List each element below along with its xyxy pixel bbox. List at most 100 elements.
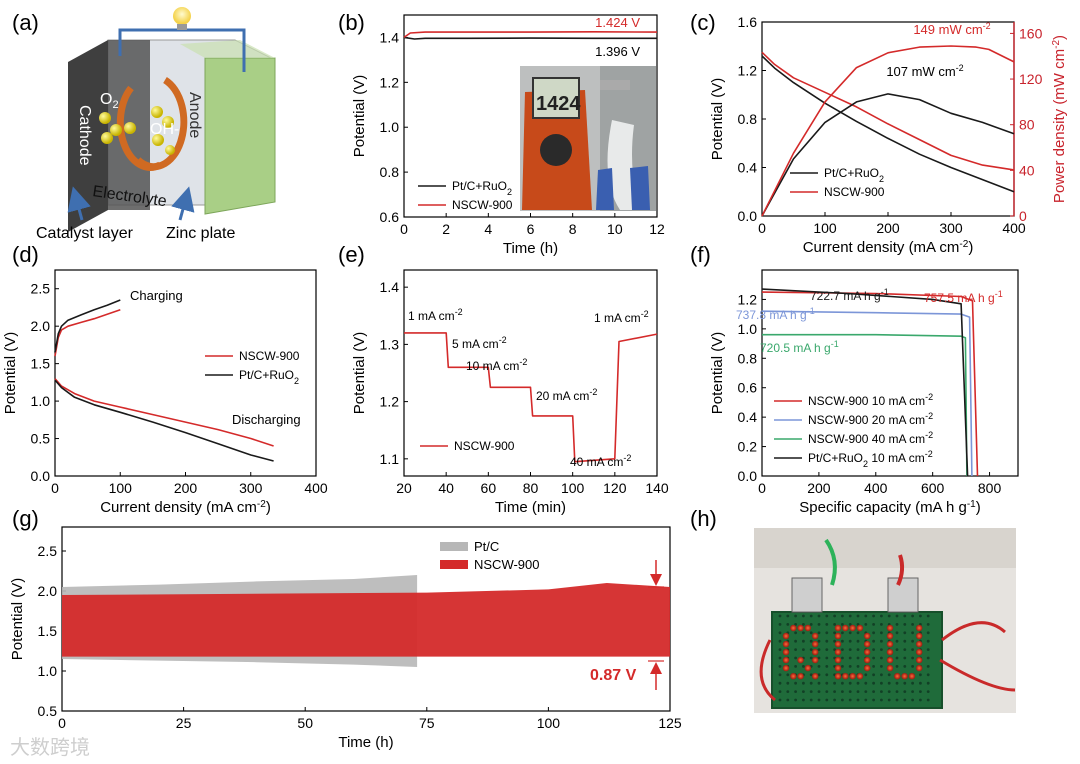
annotation-max-power-ptc: 107 mW cm-2 bbox=[886, 63, 963, 79]
legend-label: Pt/C+RuO2 bbox=[824, 166, 884, 184]
legend-label: Pt/C+RuO2 bbox=[452, 179, 512, 197]
x-tick-label: 0 bbox=[58, 715, 66, 731]
y-axis-label: Potential (V) bbox=[9, 578, 26, 661]
x-axis-label: Time (min) bbox=[495, 499, 566, 516]
pcb-hole bbox=[872, 614, 875, 618]
pcb-hole bbox=[856, 614, 860, 618]
pcb-hole bbox=[841, 656, 844, 660]
charge-curve-red bbox=[54, 308, 121, 357]
pcb-hole bbox=[802, 623, 805, 626]
led-board-photo bbox=[754, 528, 1016, 713]
pcb-hole bbox=[856, 665, 860, 668]
annotation-ptc: 1.396 V bbox=[595, 44, 640, 59]
pcb-hole bbox=[825, 614, 829, 618]
y-tick-label: 1.0 bbox=[738, 321, 758, 337]
cycling-band-red bbox=[62, 583, 670, 657]
pcb-hole bbox=[778, 614, 782, 618]
anode-label: Anode bbox=[186, 92, 203, 138]
x-tick-label: 200 bbox=[876, 220, 900, 236]
x-tick-label: 300 bbox=[239, 480, 263, 496]
led-dot bbox=[894, 673, 901, 680]
led-dot bbox=[812, 640, 819, 648]
y-axis-label: Potential (V) bbox=[2, 332, 19, 415]
y2-tick-label: 120 bbox=[1019, 71, 1043, 87]
pcb-hole bbox=[856, 698, 860, 702]
pcb-hole bbox=[841, 698, 844, 702]
discharge-curve-black bbox=[54, 379, 274, 462]
pcb-hole bbox=[903, 623, 907, 626]
pcb-hole bbox=[802, 665, 805, 668]
x-tick-label: 0 bbox=[400, 221, 408, 237]
y-tick-label: 1.5 bbox=[31, 356, 51, 372]
pcb-hole bbox=[809, 673, 813, 677]
legend-label: NSCW-900 bbox=[454, 439, 515, 453]
legend-swatch bbox=[440, 542, 468, 551]
pcb-hole bbox=[872, 673, 875, 677]
x-axis-label: Time (h) bbox=[338, 734, 393, 751]
x-axis-label: Current density (mA cm-2) bbox=[100, 499, 271, 517]
x-tick-label: 75 bbox=[419, 715, 435, 731]
led-matrix bbox=[778, 614, 930, 702]
legend-label: Pt/C bbox=[474, 539, 499, 554]
y-tick-label: 1.3 bbox=[380, 336, 400, 352]
x-tick-label: 200 bbox=[174, 480, 198, 496]
y-tick-label: 0.5 bbox=[38, 703, 58, 719]
pcb-hole bbox=[794, 631, 797, 635]
y-tick-label: 1.4 bbox=[380, 279, 400, 295]
pcb-hole bbox=[848, 648, 852, 651]
pcb-hole bbox=[848, 681, 852, 685]
pcb-hole bbox=[864, 623, 868, 626]
pcb-hole bbox=[856, 631, 860, 635]
pcb-hole bbox=[926, 631, 930, 635]
led-dot bbox=[856, 673, 864, 680]
panel-label-b: (b) bbox=[338, 10, 365, 35]
pcb-hole bbox=[802, 698, 805, 702]
pcb-hole bbox=[887, 681, 891, 685]
y-tick-label: 1.2 bbox=[380, 74, 400, 90]
x-axis-label: Time (h) bbox=[503, 240, 558, 257]
legend-label: NSCW-900 bbox=[824, 185, 885, 199]
pcb-hole bbox=[817, 614, 821, 618]
pcb-hole bbox=[825, 681, 829, 685]
series-line-red bbox=[761, 51, 1015, 171]
pcb-hole bbox=[880, 690, 883, 693]
pcb-hole bbox=[903, 665, 907, 668]
x-tick-label: 0 bbox=[51, 480, 59, 496]
pcb-hole bbox=[926, 623, 930, 626]
pcb-hole bbox=[872, 648, 875, 651]
pcb-hole bbox=[872, 690, 875, 693]
x-tick-label: 400 bbox=[864, 480, 888, 496]
x-tick-label: 10 bbox=[607, 221, 623, 237]
pcb-hole bbox=[817, 631, 821, 635]
pcb-hole bbox=[809, 639, 813, 643]
chart-g: 0 25 50 75 100 125 0.5 1.0 1.5 2.0 2.5 Time (h) Pote… bbox=[9, 526, 682, 751]
x-tick-label: 100 bbox=[561, 480, 585, 496]
pcb-hole bbox=[809, 648, 813, 651]
y-axis-label: Potential (V) bbox=[709, 78, 726, 161]
pcb-hole bbox=[911, 639, 914, 643]
y2-tick-label: 0 bbox=[1019, 208, 1027, 224]
led-dot bbox=[812, 656, 819, 664]
y-tick-label: 1.4 bbox=[380, 29, 400, 45]
pcb-hole bbox=[926, 665, 930, 668]
led-dot bbox=[782, 632, 790, 640]
pcb-hole bbox=[911, 690, 914, 693]
plot-frame-f bbox=[761, 269, 1019, 477]
pcb-hole bbox=[809, 623, 813, 626]
x-tick-label: 2 bbox=[442, 221, 450, 237]
x-tick-label: 20 bbox=[396, 480, 412, 496]
pcb-hole bbox=[919, 690, 922, 693]
series-line-red bbox=[761, 45, 1015, 217]
led-dot bbox=[886, 632, 894, 640]
pcb-hole bbox=[825, 639, 829, 643]
pcb-hole bbox=[825, 673, 829, 677]
led-dot bbox=[790, 673, 797, 680]
pcb-hole bbox=[887, 614, 891, 618]
bulb-icon bbox=[173, 7, 191, 25]
pcb-hole bbox=[872, 681, 875, 685]
y-tick-label: 1.1 bbox=[380, 451, 400, 467]
pcb-hole bbox=[880, 648, 883, 651]
oh-label: OH- bbox=[150, 121, 179, 138]
pcb-hole bbox=[825, 656, 829, 660]
led-dot bbox=[886, 640, 894, 648]
